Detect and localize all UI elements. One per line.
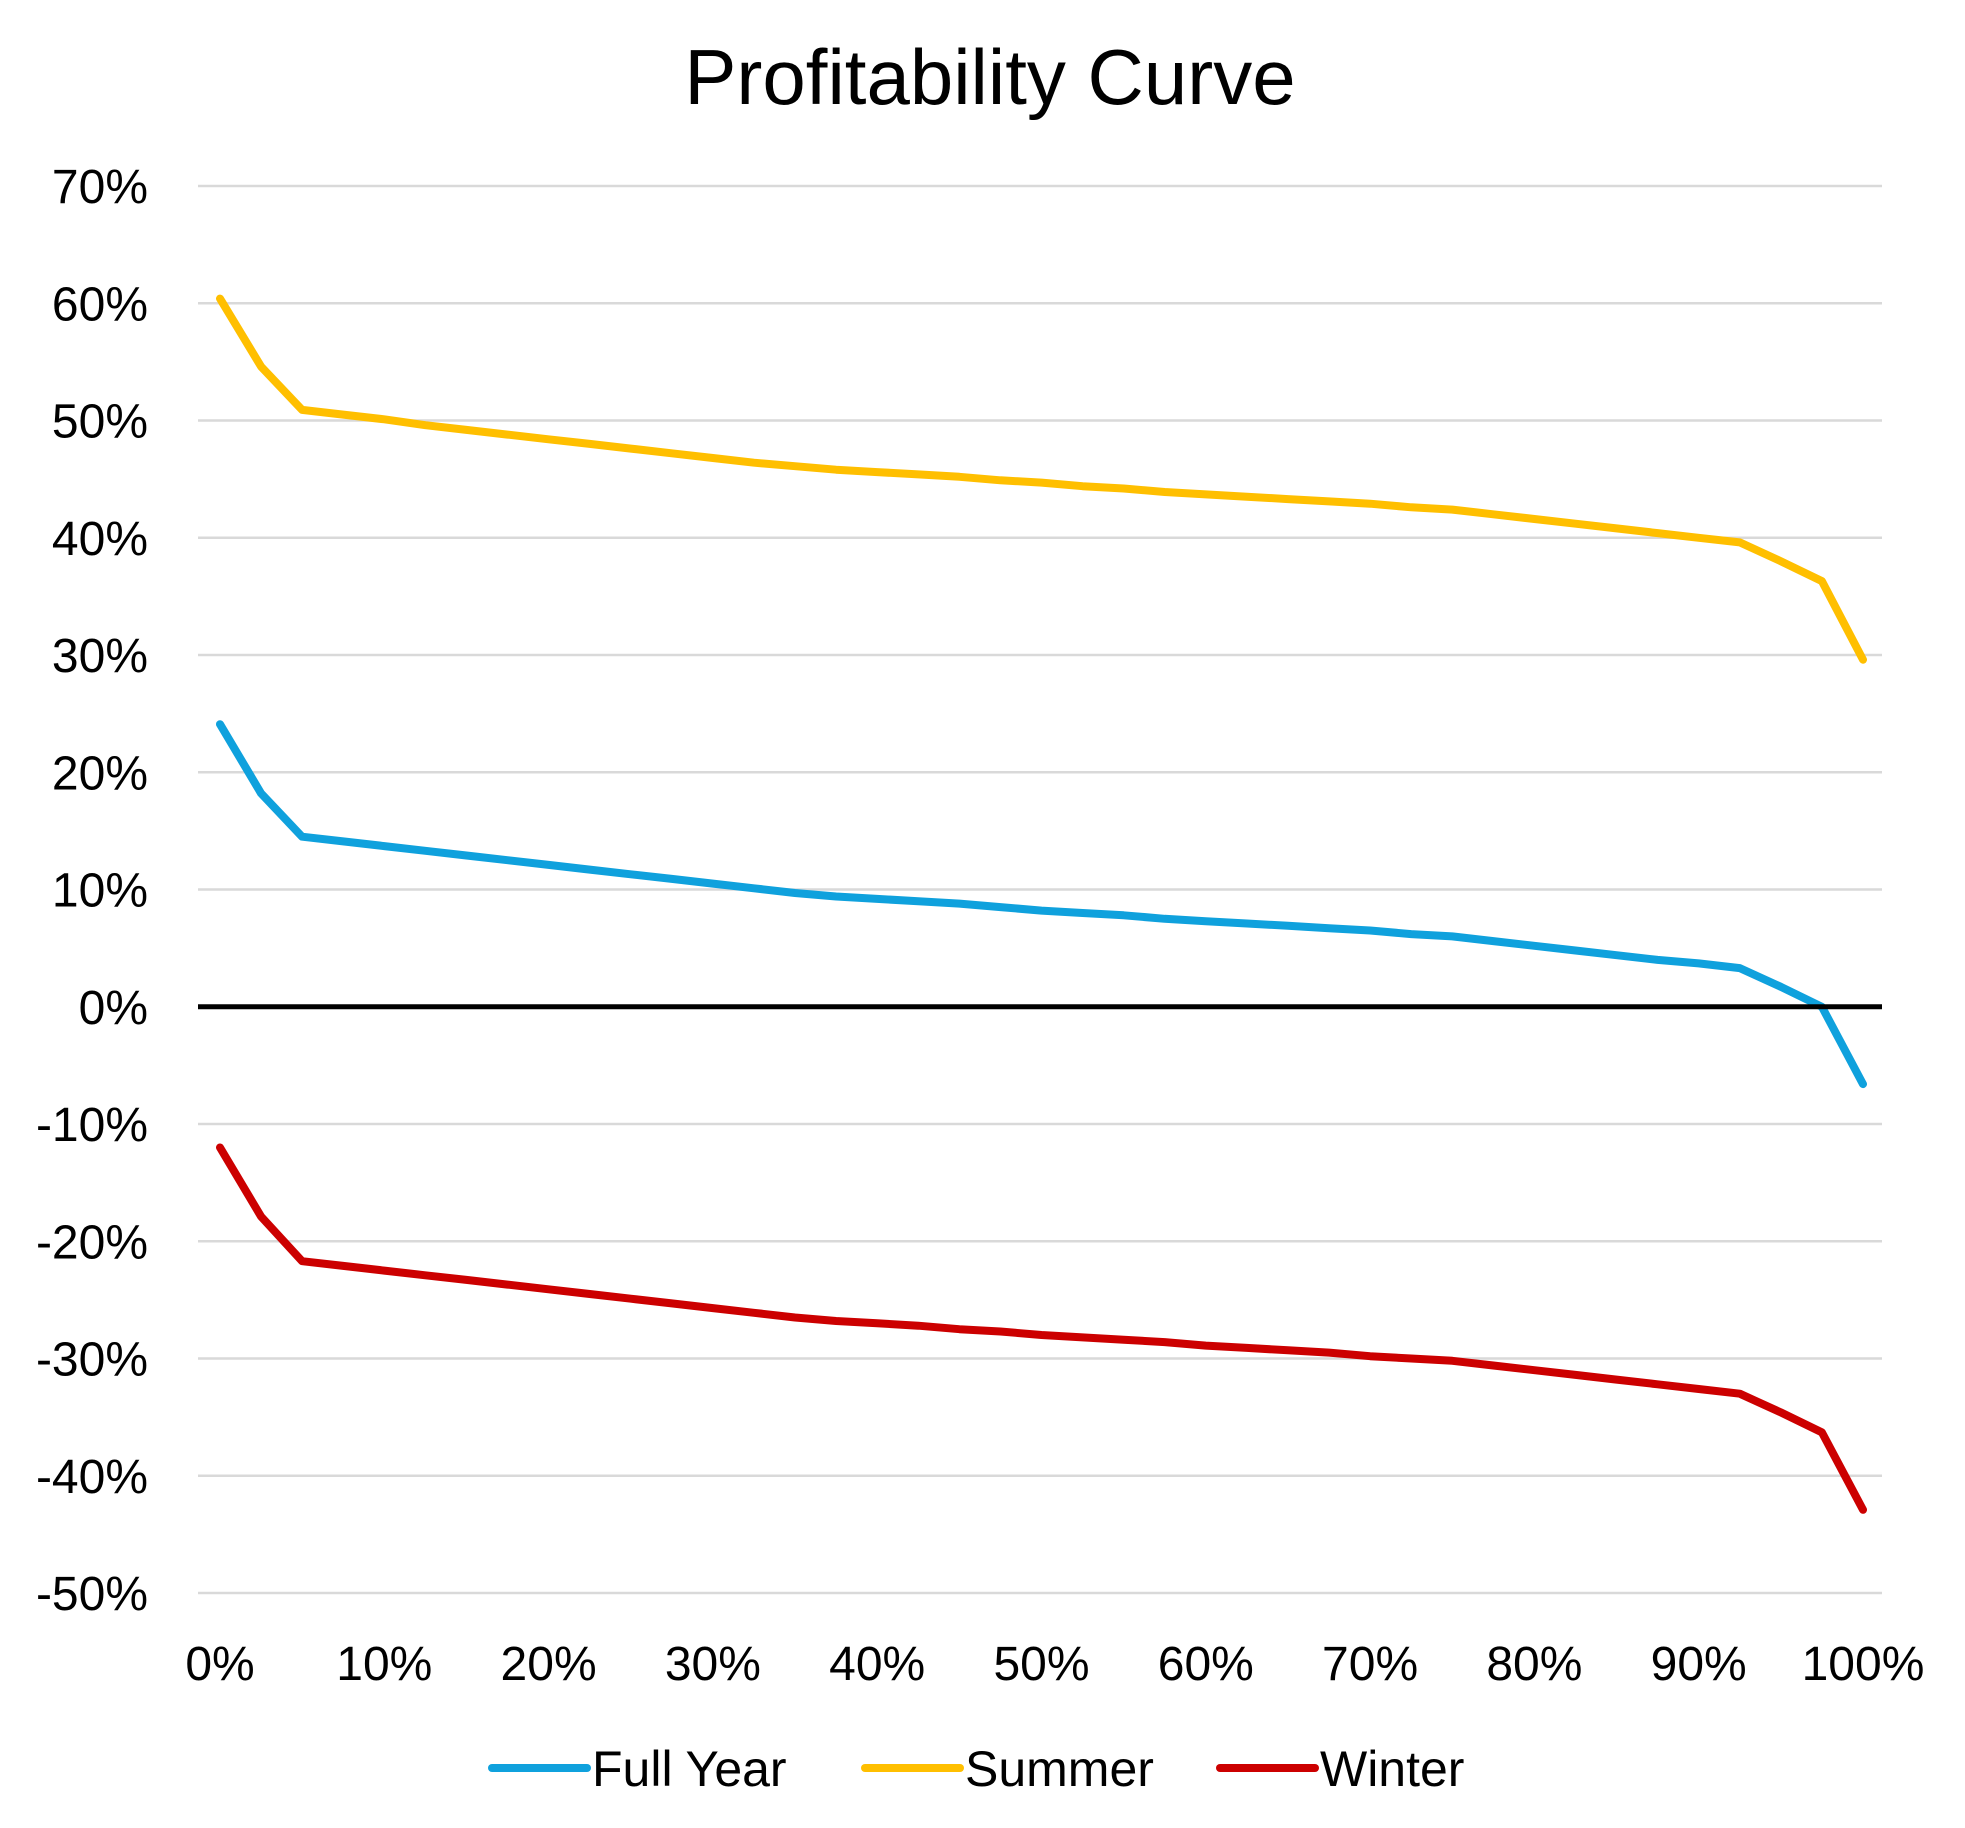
- x-tick-label: 90%: [1651, 1638, 1747, 1691]
- y-tick-label: -50%: [36, 1568, 148, 1621]
- y-tick-label: 40%: [52, 513, 148, 566]
- y-tick-label: 10%: [52, 865, 148, 918]
- y-tick-label: 0%: [79, 982, 148, 1035]
- x-tick-label: 0%: [185, 1638, 254, 1691]
- legend-label-winter: Winter: [1320, 1741, 1464, 1797]
- legend-label-full-year: Full Year: [592, 1741, 787, 1797]
- x-tick-label: 50%: [993, 1638, 1089, 1691]
- legend-label-summer: Summer: [965, 1741, 1154, 1797]
- y-tick-label: -20%: [36, 1216, 148, 1269]
- x-tick-label: 20%: [501, 1638, 597, 1691]
- y-tick-label: -10%: [36, 1099, 148, 1152]
- y-axis-tick-labels: 70% 60% 50% 40% 30% 20% 10% 0% -10% -20% -30% -40% -…: [36, 161, 148, 1621]
- x-tick-label: 40%: [829, 1638, 925, 1691]
- series-line-winter: [216, 1143, 1867, 1514]
- gridlines: [198, 184, 1882, 1595]
- x-tick-label: 60%: [1158, 1638, 1254, 1691]
- chart-title: Profitability Curve: [684, 33, 1295, 121]
- x-tick-label: 10%: [336, 1638, 432, 1691]
- y-tick-label: 50%: [52, 396, 148, 449]
- y-tick-label: -40%: [36, 1451, 148, 1504]
- y-tick-label: -30%: [36, 1334, 148, 1387]
- series-line-summer: [216, 294, 1867, 664]
- x-tick-label: 80%: [1486, 1638, 1582, 1691]
- x-tick-label: 70%: [1322, 1638, 1418, 1691]
- series-lines: [198, 294, 1882, 1514]
- series-line-full-year: [216, 720, 1867, 1089]
- y-tick-label: 60%: [52, 278, 148, 331]
- y-tick-label: 20%: [52, 747, 148, 800]
- legend: Full Year Summer Winter: [488, 1741, 1464, 1797]
- x-axis-tick-labels: 0% 10% 20% 30% 40% 50% 60% 70% 80% 90% 100%: [185, 1638, 1924, 1691]
- y-tick-label: 70%: [52, 161, 148, 214]
- x-tick-label: 100%: [1802, 1638, 1925, 1691]
- x-tick-label: 30%: [665, 1638, 761, 1691]
- y-tick-label: 30%: [52, 630, 148, 683]
